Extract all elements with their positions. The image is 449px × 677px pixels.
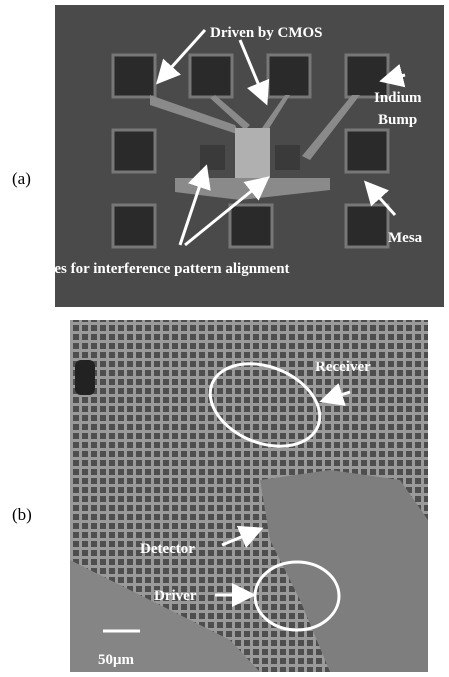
annotation: Mesa [388,230,423,246]
annotation: Receiver [315,359,371,375]
panel-label: (b) [12,505,32,524]
pad [230,205,272,247]
pad [268,55,310,97]
pad [113,55,155,97]
shape [200,145,225,170]
pad [190,55,232,97]
panel-label: (a) [12,169,31,188]
annotation: Bump [378,112,417,128]
panel-b: Receiver Detector Driver 50μm [70,320,428,672]
shape [235,128,270,178]
pad [346,130,388,172]
annotation: Indium [374,90,422,106]
annotation: Driven by CMOS [210,25,323,41]
figure: Driven by CMOS Indium Bump Mesa Holes fo… [0,0,449,677]
pad [346,205,388,247]
panel-a: Driven by CMOS Indium Bump Mesa Holes fo… [31,5,444,307]
page: Driven by CMOS Indium Bump Mesa Holes fo… [0,0,449,677]
annotation: Holes for interference pattern alignment [31,261,290,277]
particle [75,360,95,395]
pad [113,205,155,247]
shape [275,145,300,170]
annotation: Driver [154,588,197,604]
annotation: Detector [140,541,195,557]
annotation: 50μm [98,652,135,668]
pad [113,130,155,172]
